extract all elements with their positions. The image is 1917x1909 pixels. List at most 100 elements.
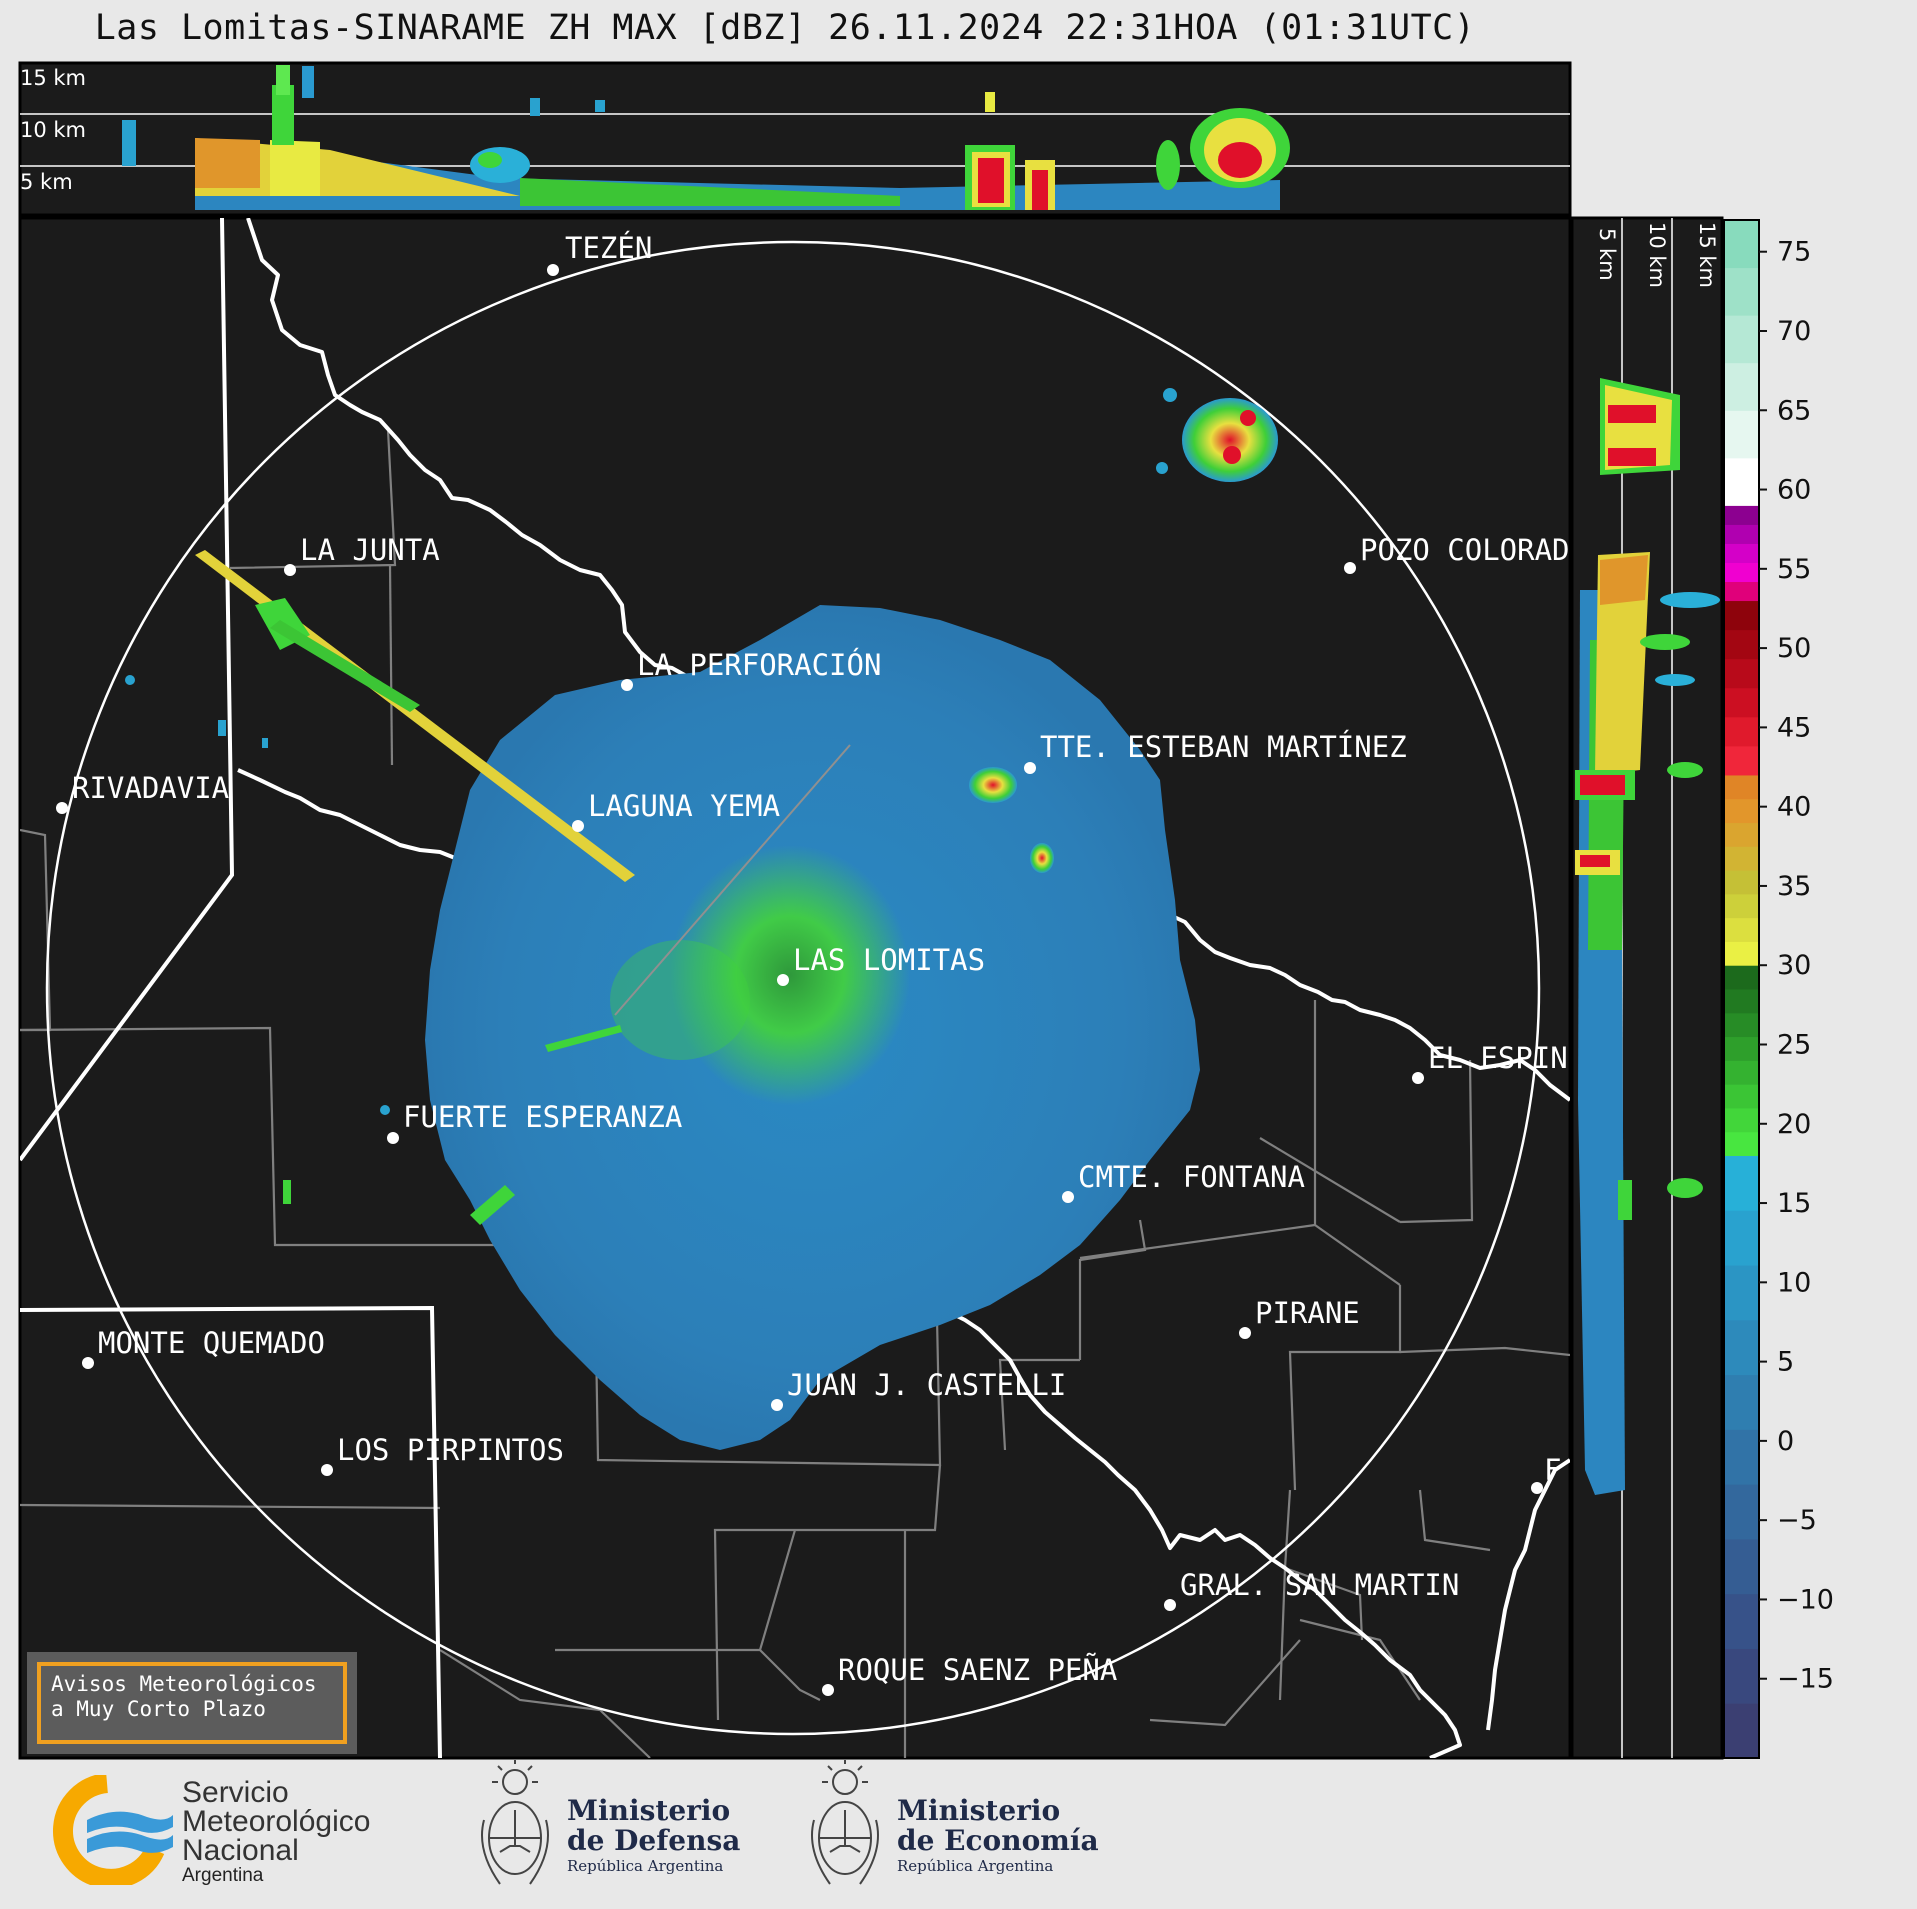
colorbar-tick-label: 65: [1777, 395, 1811, 426]
department-boundaries: [20, 429, 1570, 1758]
economia-line-2: de Economía: [897, 1824, 1099, 1857]
economia-line-1: Ministerio: [897, 1794, 1061, 1827]
colorbar-band: [1724, 1429, 1759, 1485]
colorbar-band: [1724, 1084, 1759, 1109]
colorbar-tick-label: 5: [1777, 1347, 1794, 1378]
colorbar-band: [1724, 798, 1759, 824]
defensa-line-3: República Argentina: [567, 1857, 724, 1875]
city-label: CMTE. FONTANA: [1078, 1160, 1305, 1194]
province-boundaries: [20, 218, 442, 1758]
colorbar-band: [1724, 716, 1759, 747]
colorbar-band: [1724, 1319, 1759, 1376]
colorbar-band: [1724, 457, 1759, 506]
colorbar-band: [1724, 362, 1759, 411]
colorbar-band: [1724, 1060, 1759, 1085]
colorbar-band: [1724, 965, 1759, 990]
colorbar-band: [1724, 658, 1759, 689]
top-height-label-5: 5 km: [20, 170, 73, 194]
top-height-label-15: 15 km: [20, 66, 86, 90]
city-markers: TEZÉN LA JUNTA POZO COLORAD LA PERFORACI…: [56, 231, 1570, 1696]
colorbar-bands: [1724, 220, 1759, 1759]
city-label: LA JUNTA: [300, 533, 440, 567]
side-height-label-10: 10 km: [1645, 222, 1669, 288]
smn-line-4: Argentina: [182, 1865, 264, 1886]
colorbar-tick-label: 10: [1777, 1267, 1811, 1298]
top-height-profile: 15 km 10 km 5 km: [18, 61, 1572, 217]
colorbar-band: [1724, 267, 1759, 316]
radar-echoes: [125, 388, 1278, 1450]
alert-line-1: Avisos Meteorológicos: [51, 1672, 317, 1696]
colorbar-band: [1724, 870, 1759, 895]
colorbar-band: [1724, 581, 1759, 602]
colorbar-tick-label: 55: [1777, 554, 1811, 585]
smn-line-2: Meteorológico: [182, 1805, 371, 1838]
colorbar-band: [1724, 1484, 1759, 1540]
colorbar-band: [1724, 745, 1759, 776]
colorbar-band: [1724, 941, 1759, 966]
colorbar-tick-label: 40: [1777, 792, 1811, 823]
defensa-line-1: Ministerio: [567, 1794, 731, 1827]
city-label: TTE. ESTEBAN MARTÍNEZ: [1040, 730, 1407, 764]
radar-figure: 15 km 10 km 5 km: [18, 61, 1834, 1760]
colorbar-tick-label: 45: [1777, 712, 1811, 743]
side-height-label-5: 5 km: [1595, 228, 1619, 281]
colorbar-band: [1724, 774, 1759, 800]
colorbar-band: [1724, 846, 1759, 871]
colorbar-band: [1724, 1210, 1759, 1266]
colorbar-band: [1724, 562, 1759, 583]
smn-line-3: Nacional: [182, 1834, 299, 1867]
colorbar-band: [1724, 1131, 1759, 1156]
colorbar-band: [1724, 410, 1759, 459]
colorbar-band: [1724, 893, 1759, 919]
city-label: FUERTE ESPERANZA: [403, 1100, 682, 1134]
city-label: LOS PIRPINTOS: [337, 1433, 564, 1467]
colorbar-tick-label: 15: [1777, 1188, 1811, 1219]
colorbar-tick-label: 20: [1777, 1109, 1811, 1140]
colorbar-band: [1724, 1265, 1759, 1321]
city-label: MONTE QUEMADO: [98, 1326, 325, 1360]
city-label: TEZÉN: [565, 231, 652, 265]
economia-line-3: República Argentina: [897, 1857, 1054, 1875]
cross-section-line: [614, 744, 851, 1016]
defensa-line-2: de Defensa: [567, 1824, 741, 1857]
colorbar-band: [1724, 543, 1759, 563]
colorbar-band: [1724, 1155, 1759, 1211]
colorbar-band: [1724, 687, 1759, 718]
city-label: PIRANE: [1255, 1296, 1360, 1330]
city-label: LA PERFORACIÓN: [637, 648, 881, 682]
radar-map: TEZÉN LA JUNTA POZO COLORAD LA PERFORACI…: [18, 216, 1572, 1760]
colorbar-tick-label: 70: [1777, 316, 1811, 347]
city-label: EL ESPIN: [1428, 1041, 1568, 1075]
colorbar-band: [1724, 822, 1759, 847]
city-label: LAGUNA YEMA: [588, 789, 780, 823]
colorbar-band: [1724, 1107, 1759, 1133]
colorbar-tick-label: −5: [1777, 1505, 1817, 1536]
side-height-profile: 5 km 10 km 15 km: [1570, 216, 1724, 1760]
city-label: GRAL. SAN MARTIN: [1180, 1568, 1459, 1602]
colorbar-band: [1724, 629, 1759, 660]
city-label: F: [1544, 1453, 1561, 1487]
coat-of-arms-defensa-icon: [481, 1760, 549, 1885]
colorbar-band: [1724, 989, 1759, 1014]
smn-logo-icon: [53, 1775, 173, 1885]
colorbar-band: [1724, 600, 1759, 631]
alert-box[interactable]: Avisos Meteorológicos a Muy Corto Plazo: [27, 1652, 357, 1754]
colorbar-tick-label: −15: [1777, 1664, 1834, 1695]
coat-of-arms-economia-icon: [811, 1760, 879, 1885]
side-height-label-15: 15 km: [1695, 222, 1719, 288]
smn-logo-text: Servicio Meteorológico Nacional Argentin…: [182, 1778, 370, 1887]
colorbar-tick-label: 35: [1777, 871, 1811, 902]
range-ring: [45, 240, 1541, 1736]
defensa-logo-text: Ministerio de Defensa República Argentin…: [567, 1796, 740, 1876]
city-label: ROQUE SAENZ PEÑA: [838, 1653, 1117, 1687]
colorbar-band: [1724, 1538, 1759, 1595]
colorbar-tick-label: 30: [1777, 950, 1811, 981]
colorbar-tick-label: 75: [1777, 237, 1811, 268]
alert-box-frame: Avisos Meteorológicos a Muy Corto Plazo: [37, 1662, 347, 1744]
top-height-label-10: 10 km: [20, 118, 86, 142]
colorbar-tick-label: −10: [1777, 1584, 1834, 1615]
city-label-radar-site: LAS LOMITAS: [793, 943, 985, 977]
city-label: JUAN J. CASTELLI: [787, 1368, 1066, 1402]
